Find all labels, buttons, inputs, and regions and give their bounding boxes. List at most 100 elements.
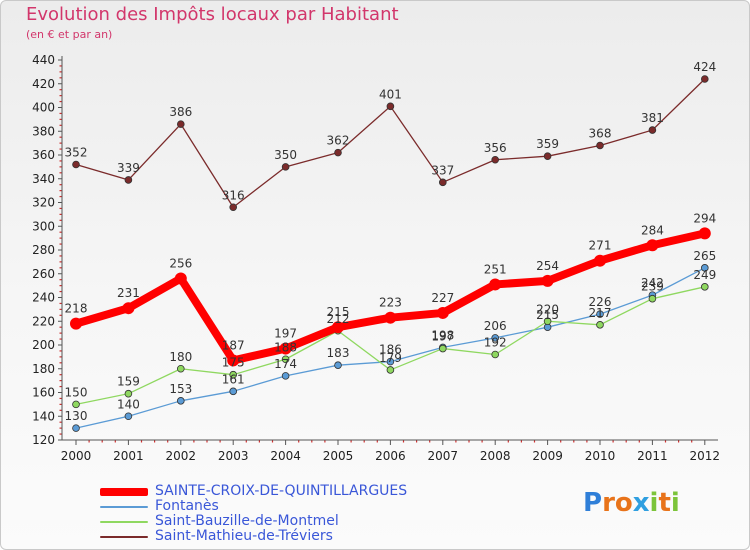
x-minor-tick — [612, 440, 614, 443]
x-minor-tick — [429, 440, 431, 443]
data-point — [698, 227, 711, 240]
x-minor-tick — [638, 440, 640, 443]
chart-legend: SAINTE-CROIX-DE-QUINTILLARGUES Fontanès … — [100, 483, 520, 544]
data-point — [596, 310, 604, 318]
data-point — [491, 350, 500, 359]
y-tick-label: 180 — [32, 362, 55, 376]
legend-label: Saint-Mathieu-de-Tréviers — [155, 528, 333, 544]
data-point — [646, 239, 659, 252]
y-minor-tick — [59, 314, 62, 316]
x-minor-tick — [140, 440, 143, 443]
x-minor-tick — [363, 440, 365, 443]
y-minor-tick — [59, 77, 62, 79]
y-minor-tick — [59, 380, 62, 382]
data-label: 337 — [431, 163, 454, 177]
data-label: 227 — [431, 291, 454, 305]
data-label: 265 — [693, 249, 716, 263]
data-label: 188 — [274, 340, 297, 354]
x-tick-label: 2011 — [637, 449, 668, 463]
x-minor-tick — [245, 440, 247, 443]
x-minor-tick — [114, 440, 116, 443]
y-tick-label: 340 — [32, 172, 55, 186]
y-minor-tick — [59, 290, 62, 293]
series-points — [70, 75, 711, 432]
legend-label: SAINTE-CROIX-DE-QUINTILLARGUES — [155, 483, 408, 499]
x-minor-tick — [586, 440, 588, 443]
y-minor-tick — [59, 421, 62, 423]
data-label: 215 — [536, 308, 559, 322]
y-minor-tick — [59, 231, 62, 233]
y-tick-label: 120 — [32, 433, 55, 447]
data-label: 130 — [65, 409, 88, 423]
y-minor-tick — [59, 267, 62, 269]
data-label: 249 — [693, 268, 716, 282]
y-minor-tick — [59, 190, 62, 192]
data-label: 218 — [65, 302, 88, 316]
y-minor-tick — [59, 237, 62, 239]
legend-label: Fontanès — [155, 498, 219, 514]
y-minor-tick — [59, 219, 62, 221]
y-minor-tick — [59, 100, 62, 103]
data-label: 150 — [65, 385, 88, 399]
x-tick-label: 2006 — [375, 449, 406, 463]
data-label: 175 — [222, 356, 245, 370]
y-minor-tick — [59, 142, 62, 144]
data-label: 242 — [641, 276, 664, 290]
y-minor-tick — [59, 184, 62, 186]
y-minor-tick — [59, 255, 62, 257]
y-tick-label: 440 — [32, 53, 55, 67]
x-tick-label: 2009 — [532, 449, 563, 463]
data-point — [386, 357, 395, 366]
y-tick-label: 200 — [32, 338, 55, 352]
data-label: 186 — [379, 343, 402, 357]
data-point — [491, 155, 500, 164]
x-minor-tick — [206, 440, 208, 443]
y-minor-tick — [59, 166, 62, 168]
y-minor-tick — [59, 356, 62, 358]
data-point — [543, 152, 552, 160]
y-tick-label: 300 — [32, 219, 55, 233]
y-tick-label: 160 — [32, 386, 55, 400]
x-minor-tick — [533, 440, 536, 443]
data-label: 359 — [536, 137, 559, 151]
y-minor-tick — [59, 136, 62, 138]
data-label: 215 — [327, 305, 350, 319]
y-minor-tick — [59, 308, 62, 310]
x-minor-tick — [625, 440, 627, 443]
data-label: 316 — [222, 188, 245, 202]
data-label: 217 — [589, 306, 612, 320]
legend-item-saint-mathieu: Saint-Mathieu-de-Tréviers — [100, 528, 520, 544]
y-minor-tick — [59, 397, 62, 400]
data-point — [543, 317, 552, 326]
y-minor-tick — [59, 350, 62, 352]
data-point — [177, 120, 185, 128]
legend-label: Saint-Bauzille-de-Montmel — [155, 513, 339, 529]
data-point — [124, 412, 133, 421]
data-label: 174 — [274, 357, 297, 371]
data-point — [438, 178, 447, 187]
x-minor-tick — [193, 440, 195, 443]
y-minor-tick — [59, 148, 62, 150]
y-minor-tick — [59, 118, 62, 120]
data-label: 294 — [693, 211, 716, 225]
x-minor-tick — [258, 440, 260, 443]
x-minor-tick — [324, 440, 326, 443]
x-minor-tick — [167, 440, 169, 443]
data-point — [386, 366, 395, 374]
x-tick-label: 2007 — [428, 449, 459, 463]
data-point — [491, 334, 500, 342]
data-label: 212 — [327, 312, 350, 326]
data-label: 198 — [431, 328, 454, 342]
data-point — [596, 141, 604, 150]
data-label: 153 — [169, 382, 192, 396]
y-tick-label: 380 — [32, 124, 55, 138]
y-minor-tick — [59, 433, 62, 435]
data-point — [279, 342, 292, 355]
chart-title: Evolution des Impôts locaux par Habitant — [26, 4, 399, 25]
y-tick-label: 140 — [32, 409, 55, 423]
data-point — [332, 321, 344, 334]
data-label: 401 — [379, 87, 402, 101]
data-label: 220 — [536, 302, 559, 316]
x-minor-tick — [455, 440, 457, 443]
